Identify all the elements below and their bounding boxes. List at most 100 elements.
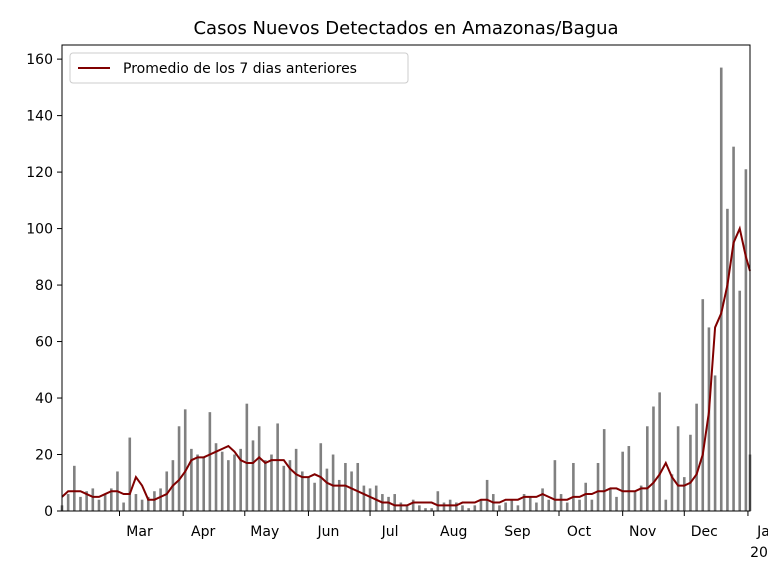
bar-78 [541, 488, 544, 511]
bar-5 [91, 488, 95, 511]
bar-76 [528, 496, 532, 511]
bar-59 [424, 508, 427, 511]
bar-27 [227, 460, 230, 511]
bar-93 [633, 491, 637, 511]
bar-53 [387, 496, 390, 511]
y-axis: 0 20 40 60 80 100 120 140 160 [26, 52, 62, 520]
bar-2 [73, 465, 76, 511]
bar-57 [411, 499, 415, 511]
bar-35 [276, 423, 279, 511]
x-tick-label: May [250, 524, 279, 540]
bar-16 [159, 488, 162, 511]
bar-95 [646, 426, 649, 511]
series-line-moving-average [61, 225, 751, 507]
bar-1 [66, 494, 70, 511]
y-tick-label: 100 [26, 222, 53, 238]
x-tick-label: Mar [126, 524, 153, 540]
bar-84 [578, 499, 581, 511]
bar-100 [676, 426, 680, 511]
bar-50 [368, 488, 372, 511]
bar-80 [553, 460, 557, 511]
bar-19 [177, 426, 181, 511]
bars-group [60, 67, 752, 512]
bar-88 [602, 429, 606, 511]
bar-39 [300, 471, 304, 511]
bar-15 [153, 491, 156, 511]
bar-47 [350, 471, 353, 511]
bar-87 [596, 462, 600, 511]
bar-86 [590, 499, 594, 511]
bar-11 [128, 437, 132, 511]
bar-67 [473, 505, 477, 511]
bar-64 [455, 502, 458, 511]
bar-81 [559, 494, 563, 511]
bar-56 [405, 505, 409, 511]
bar-31 [251, 440, 255, 511]
bar-36 [282, 465, 286, 511]
bar-108 [726, 208, 729, 511]
bar-45 [337, 479, 341, 511]
bar-68 [479, 499, 483, 511]
x-tick-label: Sep [504, 524, 531, 540]
plot-frame [61, 44, 751, 512]
bar-98 [664, 499, 668, 511]
bar-46 [344, 462, 347, 511]
bar-58 [418, 505, 421, 511]
bar-94 [639, 485, 643, 511]
x-tick-label: Oct [567, 524, 592, 540]
bar-29 [239, 448, 242, 511]
bar-102 [689, 434, 692, 511]
y-tick-label: 120 [26, 165, 53, 181]
x-tick-label: Jun [317, 524, 340, 540]
y-tick-label: 80 [35, 278, 53, 294]
bar-72 [504, 502, 507, 511]
y-tick-label: 160 [26, 52, 53, 68]
bar-71 [498, 505, 501, 511]
bar-54 [393, 494, 396, 511]
bar-43 [325, 468, 329, 511]
x-tick-label: Nov [629, 524, 656, 540]
bar-6 [97, 499, 101, 511]
bar-97 [658, 392, 661, 511]
bar-92 [627, 446, 631, 511]
bar-8 [109, 488, 113, 511]
bar-55 [399, 502, 403, 511]
bar-24 [208, 412, 212, 511]
bar-14 [146, 496, 150, 511]
bar-107 [719, 67, 723, 511]
legend: Promedio de los 7 dias anteriores [69, 52, 409, 84]
bar-26 [220, 451, 224, 511]
bar-75 [522, 494, 526, 511]
bar-33 [264, 460, 267, 511]
legend-box [69, 52, 409, 84]
bar-20 [183, 409, 187, 511]
bar-82 [565, 502, 569, 511]
bar-44 [331, 454, 335, 511]
bar-37 [288, 460, 292, 511]
x-tick-label: Dec [691, 524, 718, 540]
bar-104 [701, 299, 705, 511]
legend-label: Promedio de los 7 dias anteriores [123, 61, 357, 77]
x-tick-label: Apr [191, 524, 215, 540]
bar-109 [732, 146, 735, 512]
bar-30 [245, 403, 249, 511]
bar-90 [615, 496, 618, 511]
bar-66 [467, 508, 470, 511]
bar-79 [547, 499, 551, 511]
x-tick-label: Jul [381, 524, 399, 540]
bar-3 [79, 496, 82, 511]
bar-60 [430, 508, 433, 511]
bar-7 [103, 494, 107, 511]
y-tick-label: 0 [44, 504, 53, 520]
bar-4 [85, 491, 88, 511]
bar-21 [190, 448, 193, 511]
bar-17 [165, 471, 169, 511]
bar-65 [461, 505, 464, 511]
bar-105 [707, 327, 711, 511]
bar-89 [609, 488, 612, 511]
bar-40 [307, 477, 310, 511]
bar-111 [744, 169, 748, 511]
bar-12 [134, 494, 138, 511]
chart-title: Casos Nuevos Detectados en Amazonas/Bagu… [193, 18, 618, 39]
